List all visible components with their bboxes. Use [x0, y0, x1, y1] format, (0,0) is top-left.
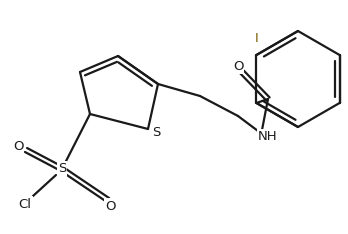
Text: NH: NH [258, 131, 278, 143]
Text: O: O [233, 59, 243, 73]
Text: O: O [13, 139, 23, 153]
Text: I: I [254, 33, 258, 45]
Text: O: O [105, 200, 115, 212]
Text: S: S [58, 162, 66, 176]
Text: S: S [152, 125, 160, 139]
Text: Cl: Cl [18, 197, 32, 211]
